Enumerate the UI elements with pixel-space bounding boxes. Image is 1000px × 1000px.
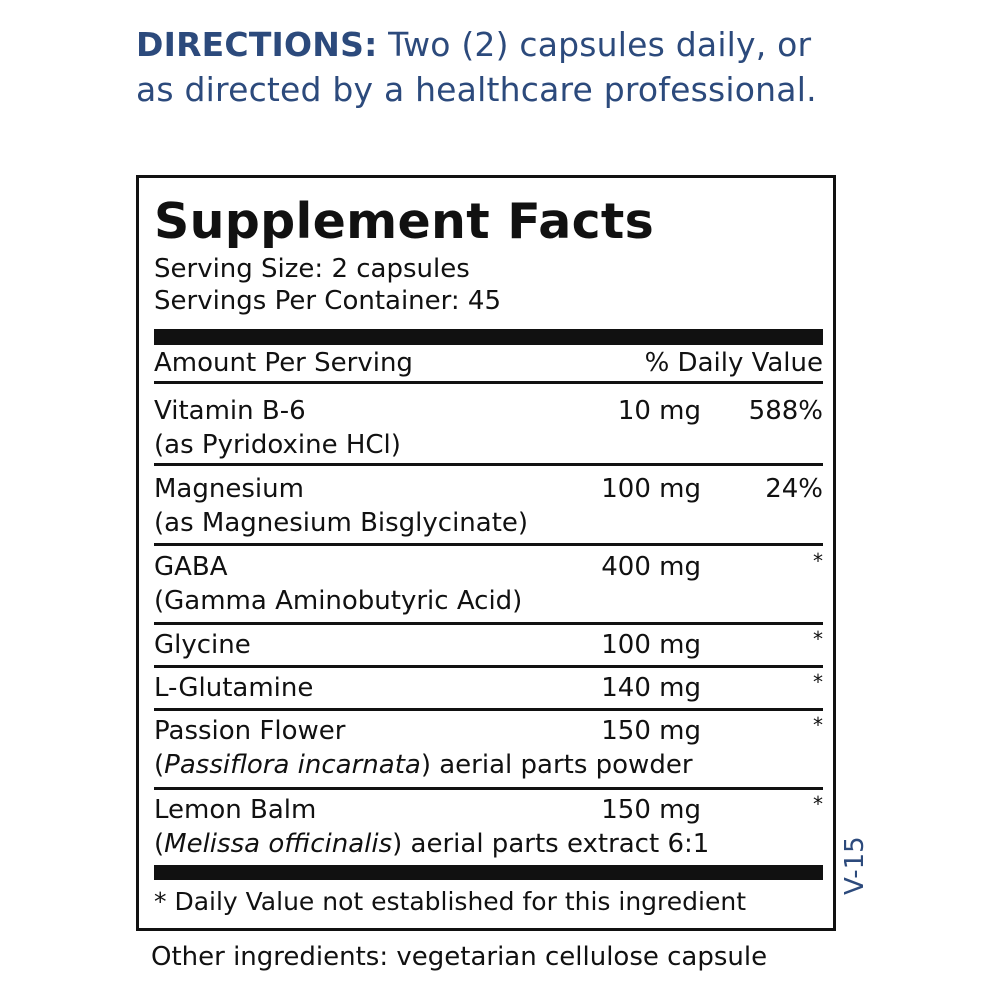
version-code: V-15 — [840, 836, 870, 895]
directions-text: Two (2) capsules daily, or as directed b… — [136, 25, 817, 109]
ingredient-amount: 400 mg — [601, 552, 701, 582]
ingredient-source: (Passiflora incarnata) aerial parts powd… — [154, 750, 693, 780]
ingredient-source: (as Magnesium Bisglycinate) — [154, 508, 529, 538]
divider — [154, 463, 823, 466]
ingredient-name: Passion Flower — [154, 716, 346, 746]
ingredient-source: (as Pyridoxine HCl) — [154, 430, 401, 460]
ingredient-name: Lemon Balm — [154, 795, 317, 825]
plant-part: ) aerial parts extract 6:1 — [392, 829, 710, 859]
divider — [154, 543, 823, 546]
ingredient-name: Vitamin B-6 — [154, 396, 306, 426]
ingredient-name: Magnesium — [154, 474, 304, 504]
panel-title: Supplement Facts — [154, 193, 655, 250]
supplement-facts-panel: Supplement Facts Serving Size: 2 capsule… — [136, 175, 836, 931]
ingredient-amount: 100 mg — [601, 630, 701, 660]
other-ingredients: Other ingredients: vegetarian cellulose … — [151, 942, 768, 972]
ingredient-source: (Melissa officinalis) aerial parts extra… — [154, 829, 710, 859]
ingredient-name: GABA — [154, 552, 228, 582]
divider — [154, 708, 823, 711]
divider — [154, 665, 823, 668]
botanical-name: Melissa officinalis — [164, 829, 393, 859]
divider — [154, 787, 823, 790]
ingredient-dv: * — [813, 713, 823, 737]
ingredient-source: (Gamma Aminobutyric Acid) — [154, 586, 523, 616]
ingredient-amount: 100 mg — [601, 474, 701, 504]
servings-per-container: Servings Per Container: 45 — [154, 286, 502, 316]
serving-size: Serving Size: 2 capsules — [154, 254, 470, 284]
ingredient-dv: 588% — [748, 396, 823, 426]
plant-part: ) aerial parts powder — [420, 750, 693, 780]
ingredient-amount: 140 mg — [601, 673, 701, 703]
directions: DIRECTIONS: Two (2) capsules daily, or a… — [136, 22, 836, 112]
ingredient-dv: 24% — [765, 474, 823, 504]
divider — [154, 622, 823, 625]
thick-divider — [154, 865, 823, 880]
ingredient-dv: * — [813, 549, 823, 573]
ingredient-name: L-Glutamine — [154, 673, 314, 703]
footnote-text: * Daily Value not established for this i… — [154, 887, 746, 916]
botanical-name: Passiflora incarnata — [164, 750, 421, 780]
directions-label: DIRECTIONS: — [136, 25, 378, 64]
header-dv: % Daily Value — [644, 348, 823, 378]
ingredient-dv: * — [813, 627, 823, 651]
thick-divider — [154, 329, 823, 345]
ingredient-amount: 150 mg — [601, 795, 701, 825]
divider — [154, 381, 823, 384]
ingredient-name: Glycine — [154, 630, 251, 660]
ingredient-dv: * — [813, 792, 823, 816]
ingredient-amount: 10 mg — [617, 396, 701, 426]
ingredient-amount: 150 mg — [601, 716, 701, 746]
ingredient-dv: * — [813, 670, 823, 694]
header-amount: Amount Per Serving — [154, 348, 413, 378]
